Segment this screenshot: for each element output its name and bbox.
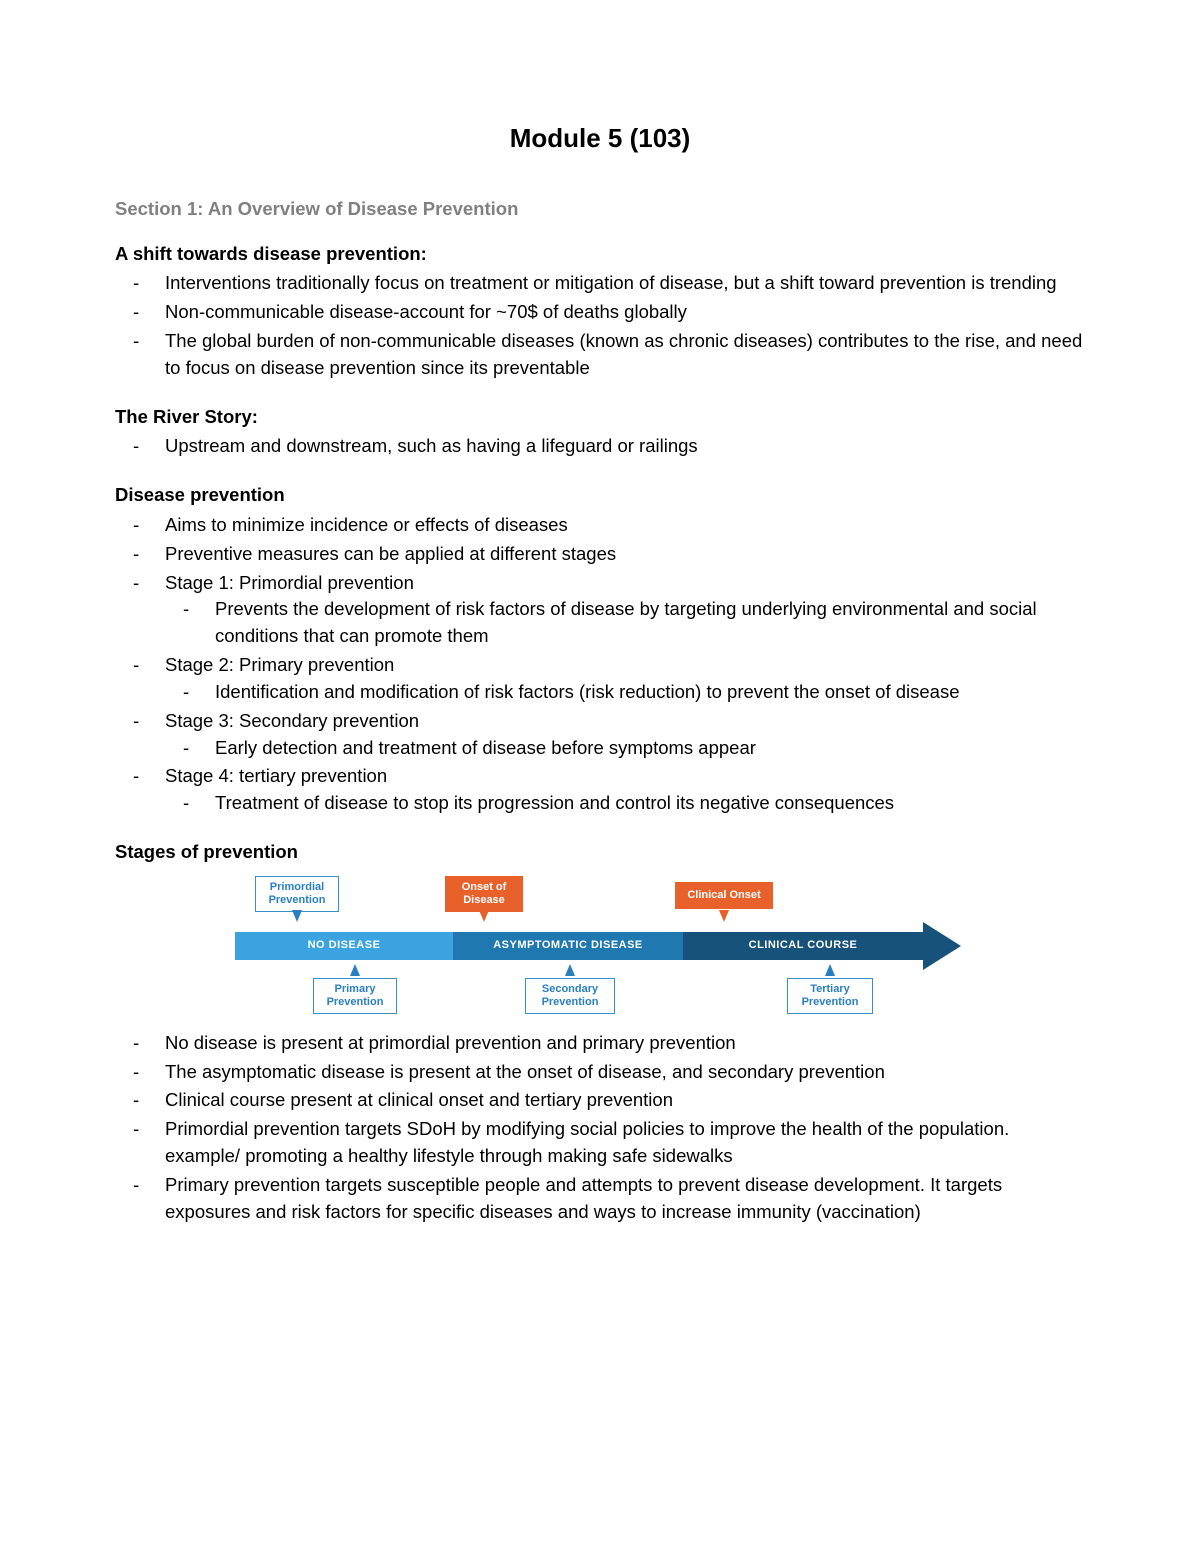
list-item: Early detection and treatment of disease… xyxy=(215,735,1085,762)
list-river: Upstream and downstream, such as having … xyxy=(115,433,1085,460)
page-title: Module 5 (103) xyxy=(115,120,1085,158)
list-item: Stage 3: Secondary prevention Early dete… xyxy=(165,708,1085,762)
box-clinical: Clinical Onset xyxy=(675,882,773,909)
bar-no-disease: NO DISEASE xyxy=(235,932,453,960)
list-item: Non-communicable disease-account for ~70… xyxy=(165,299,1085,326)
arrow-right-icon xyxy=(923,922,961,970)
list-item: No disease is present at primordial prev… xyxy=(165,1030,1085,1057)
box-primordial: Primordial Prevention xyxy=(255,876,339,912)
arrow-up-icon xyxy=(350,964,360,976)
list-item: Upstream and downstream, such as having … xyxy=(165,433,1085,460)
list-dp: Aims to minimize incidence or effects of… xyxy=(115,512,1085,817)
subhead-stages: Stages of prevention xyxy=(115,839,1085,866)
list-item: Treatment of disease to stop its progres… xyxy=(215,790,1085,817)
bar-asymptomatic: ASYMPTOMATIC DISEASE xyxy=(453,932,683,960)
list-item: The asymptomatic disease is present at t… xyxy=(165,1059,1085,1086)
arrow-down-icon xyxy=(719,910,729,922)
bar-clinical-course: CLINICAL COURSE xyxy=(683,932,923,960)
list-item: The global burden of non-communicable di… xyxy=(165,328,1085,382)
list-item: Interventions traditionally focus on tre… xyxy=(165,270,1085,297)
arrow-up-icon xyxy=(565,964,575,976)
list-item: Stage 1: Primordial prevention Prevents … xyxy=(165,570,1085,650)
arrow-down-icon xyxy=(479,910,489,922)
box-primary: Primary Prevention xyxy=(313,978,397,1014)
list-item: Clinical course present at clinical onse… xyxy=(165,1087,1085,1114)
box-secondary: Secondary Prevention xyxy=(525,978,615,1014)
list-shift: Interventions traditionally focus on tre… xyxy=(115,270,1085,381)
list-item: Identification and modification of risk … xyxy=(215,679,1085,706)
list-item: Aims to minimize incidence or effects of… xyxy=(165,512,1085,539)
list-item: Primordial prevention targets SDoH by mo… xyxy=(165,1116,1085,1170)
stages-diagram: Primordial Prevention Onset of Disease C… xyxy=(115,876,1085,1016)
list-item: Stage 2: Primary prevention Identificati… xyxy=(165,652,1085,706)
arrow-down-icon xyxy=(292,910,302,922)
section-label: Section 1: An Overview of Disease Preven… xyxy=(115,196,1085,223)
list-item: Preventive measures can be applied at di… xyxy=(165,541,1085,568)
subhead-dp: Disease prevention xyxy=(115,482,1085,509)
subhead-river: The River Story: xyxy=(115,404,1085,431)
list-item: Prevents the development of risk factors… xyxy=(215,596,1085,650)
list-item: Stage 4: tertiary prevention Treatment o… xyxy=(165,763,1085,817)
box-tertiary: Tertiary Prevention xyxy=(787,978,873,1014)
arrow-up-icon xyxy=(825,964,835,976)
list-item: Primary prevention targets susceptible p… xyxy=(165,1172,1085,1226)
box-onset: Onset of Disease xyxy=(445,876,523,912)
subhead-shift: A shift towards disease prevention: xyxy=(115,241,1085,268)
list-stages: No disease is present at primordial prev… xyxy=(115,1030,1085,1226)
